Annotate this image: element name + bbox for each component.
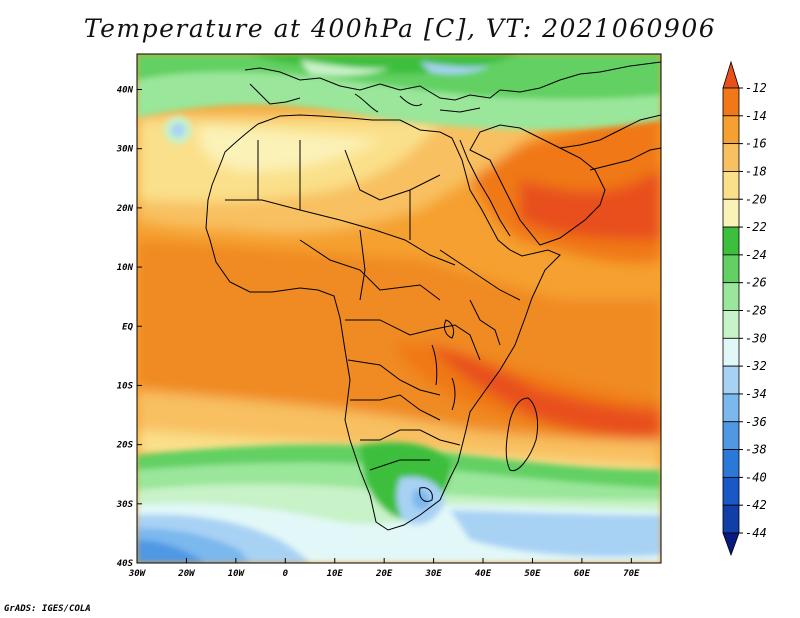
colorbar-swatch — [722, 87, 740, 117]
lon-tick-label: 40E — [475, 569, 492, 579]
lat-tick-label: 40N — [117, 86, 134, 96]
colorbar-swatch — [722, 337, 740, 367]
lon-tick-label: 10E — [327, 569, 344, 579]
lat-tick-label: EQ — [122, 322, 133, 332]
colorbar-label: -36 — [745, 415, 767, 429]
colorbar-swatch — [722, 171, 740, 200]
lon-tick-label: 30W — [128, 569, 147, 579]
colorbar-label: -40 — [745, 470, 767, 484]
colorbar-label: -44 — [745, 526, 767, 540]
lon-tick-label: 20W — [177, 569, 196, 579]
lon-tick-label: 70E — [623, 569, 640, 579]
lon-tick-label: 0 — [283, 569, 289, 579]
lon-tick-label: 60E — [574, 569, 591, 579]
colorbar-swatch — [722, 60, 740, 89]
lat-axis: 40N 30N 20N 10N EQ 10S 20S 30S 40S — [116, 86, 142, 569]
colorbar-label: -26 — [745, 276, 767, 290]
lat-tick-label: 30S — [116, 500, 134, 510]
colorbar-swatch — [722, 504, 740, 534]
colorbar-swatch — [722, 198, 740, 228]
colorbar-swatch — [722, 393, 740, 423]
lon-tick-label: 20E — [375, 569, 393, 579]
colorbar-swatch — [722, 476, 740, 506]
plot-frame — [136, 53, 662, 564]
colorbar-label: -32 — [745, 359, 767, 373]
colorbar-swatch — [722, 449, 740, 478]
lon-tick-label: 10W — [228, 569, 246, 579]
lat-tick-label: 20S — [116, 441, 134, 451]
colorbar-label: -22 — [745, 220, 767, 234]
colorbar-swatch — [722, 226, 740, 256]
lat-tick-label: 20N — [116, 204, 134, 214]
colorbar-swatch — [722, 310, 740, 339]
colorbar-label: -38 — [745, 443, 767, 457]
colorbar-label: -14 — [745, 109, 767, 123]
lon-tick-label: 50E — [524, 569, 541, 579]
colorbar-label: -12 — [745, 81, 767, 95]
colorbar-label: -28 — [745, 304, 767, 318]
coastlines — [205, 61, 661, 531]
lon-axis: 30W 20W 10W 0 10E 20E 30E 40E 50E 60E 70E — [128, 558, 640, 579]
colorbar-swatch — [722, 532, 740, 557]
chart-title: Temperature at 400hPa [C], VT: 202106090… — [83, 14, 717, 43]
colorbar-swatch — [722, 421, 740, 450]
colorbar-label: -24 — [745, 248, 767, 262]
lat-tick-label: 10S — [117, 381, 134, 391]
colorbar-swatch — [722, 115, 740, 145]
colorbar-label: -16 — [745, 137, 767, 151]
colorbar-label: -30 — [745, 331, 767, 345]
colorbar-label: -18 — [745, 164, 767, 178]
colorbar-swatch — [722, 143, 740, 172]
grads-credit: GrADS: IGES/COLA — [4, 604, 91, 614]
temperature-field — [137, 54, 661, 563]
lon-tick-label: 30E — [424, 569, 442, 579]
lat-tick-label: 30N — [116, 145, 134, 155]
colorbar-swatch — [722, 365, 740, 395]
colorbar-label: -34 — [745, 387, 767, 401]
colorbar-swatch — [722, 254, 740, 284]
colorbar: -12 -14 -16 -18 -20 -22 -24 -26 -28 -30 -32 -34 -36 -… — [722, 60, 767, 557]
colorbar-label: -42 — [745, 498, 767, 512]
colorbar-label: -20 — [745, 192, 767, 206]
lat-tick-label: 40S — [117, 559, 134, 569]
lat-tick-label: 10N — [117, 263, 134, 273]
colorbar-swatch — [722, 282, 740, 311]
